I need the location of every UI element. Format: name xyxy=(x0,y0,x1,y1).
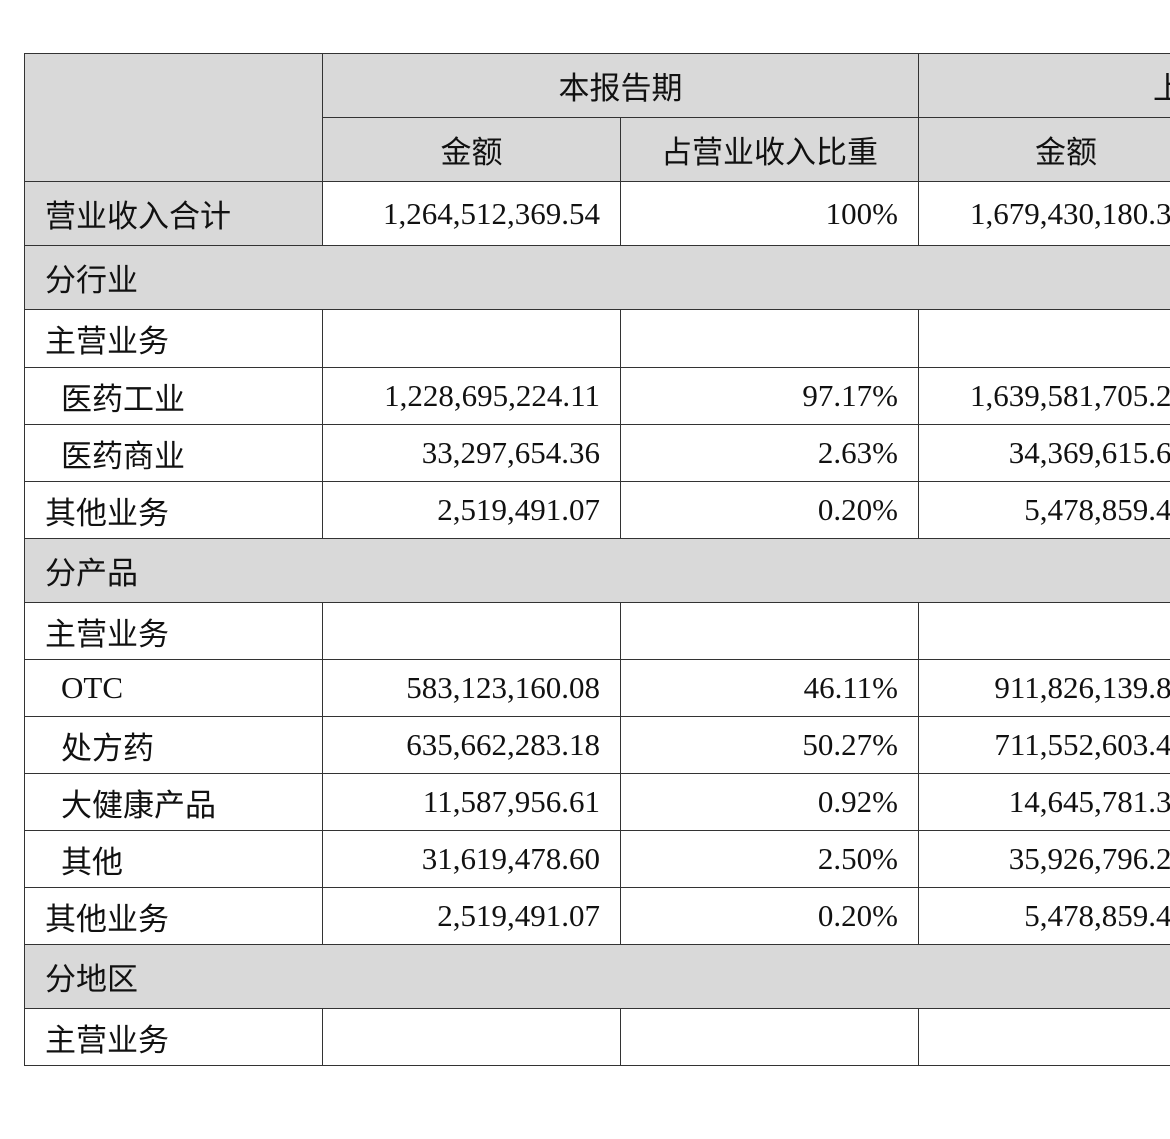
row-label: 其他业务 xyxy=(24,887,323,945)
header-period: 本报告期 xyxy=(322,53,919,118)
ratio: 50.27% xyxy=(620,716,919,774)
ratio: 97.17% xyxy=(620,367,919,425)
header-row: 金额 占营业收入比重 金额 xyxy=(25,117,1170,182)
prev-amount xyxy=(918,309,1170,368)
table-row: 分产品 xyxy=(24,538,1170,603)
amount: 583,123,160.08 xyxy=(322,659,621,717)
ratio: 100% xyxy=(620,181,919,246)
row-label: 其他业务 xyxy=(24,481,323,539)
amount: 11,587,956.61 xyxy=(322,773,621,831)
ratio: 0.20% xyxy=(620,887,919,945)
section-label: 分地区 xyxy=(24,944,1170,1009)
prev-amount: 1,639,581,705.2 xyxy=(918,367,1170,425)
section-label: 分产品 xyxy=(24,538,1170,603)
table-row: 主营业务 xyxy=(24,309,1170,368)
ratio: 0.92% xyxy=(620,773,919,831)
amount: 33,297,654.36 xyxy=(322,424,621,482)
ratio: 2.63% xyxy=(620,424,919,482)
amount xyxy=(322,1008,621,1066)
ratio: 0.20% xyxy=(620,481,919,539)
revenue-table: 本报告期 上 金额 占营业收入比重 金额 营业收入合计1,264,512,369… xyxy=(24,53,1170,1066)
header-col: 金额 xyxy=(918,117,1170,182)
ratio: 46.11% xyxy=(620,659,919,717)
row-label: 医药商业 xyxy=(24,424,323,482)
amount: 31,619,478.60 xyxy=(322,830,621,888)
prev-amount: 34,369,615.6 xyxy=(918,424,1170,482)
amount: 2,519,491.07 xyxy=(322,887,621,945)
prev-amount xyxy=(918,602,1170,660)
prev-amount: 5,478,859.4 xyxy=(918,481,1170,539)
prev-amount: 711,552,603.4 xyxy=(918,716,1170,774)
header-row: 本报告期 上 xyxy=(24,53,1170,182)
table-row: 其他业务 2,519,491.07 0.20% 5,478,859.4 xyxy=(24,481,1170,539)
row-label: 处方药 xyxy=(24,716,323,774)
table-row: 其他 31,619,478.60 2.50% 35,926,796.2 xyxy=(24,830,1170,888)
prev-amount xyxy=(918,1008,1170,1066)
row-label: 主营业务 xyxy=(24,602,323,660)
ratio xyxy=(620,1008,919,1066)
table-row: 分地区 xyxy=(24,944,1170,1009)
table-row: 分行业 xyxy=(24,245,1170,310)
header-blank xyxy=(24,53,323,182)
table-row: 营业收入合计 1,264,512,369.54 100% 1,679,430,180.… xyxy=(24,181,1170,246)
prev-amount: 911,826,139.8 xyxy=(918,659,1170,717)
section-label: 分行业 xyxy=(24,245,1170,310)
row-label: 主营业务 xyxy=(24,1008,323,1066)
amount xyxy=(322,602,621,660)
amount: 1,228,695,224.11 xyxy=(322,367,621,425)
amount: 1,264,512,369.54 xyxy=(322,181,621,246)
prev-amount: 1,679,430,180.3 xyxy=(918,181,1170,246)
ratio xyxy=(620,309,919,368)
ratio xyxy=(620,602,919,660)
table-row: 主营业务 xyxy=(24,1008,1170,1066)
row-label: 其他 xyxy=(24,830,323,888)
table-row: 医药工业 1,228,695,224.11 97.17% 1,639,581,705.… xyxy=(24,367,1170,425)
amount: 2,519,491.07 xyxy=(322,481,621,539)
ratio: 2.50% xyxy=(620,830,919,888)
header-prev-period: 上 xyxy=(918,53,1170,118)
table-row: 处方药 635,662,283.18 50.27% 711,552,603.4 xyxy=(24,716,1170,774)
amount xyxy=(322,309,621,368)
table-row: 大健康产品 11,587,956.61 0.92% 14,645,781.3 xyxy=(24,773,1170,831)
prev-amount: 35,926,796.2 xyxy=(918,830,1170,888)
amount: 635,662,283.18 xyxy=(322,716,621,774)
row-label: 营业收入合计 xyxy=(24,181,323,246)
table-row: 医药商业 33,297,654.36 2.63% 34,369,615.6 xyxy=(24,424,1170,482)
row-label: 主营业务 xyxy=(24,309,323,368)
row-label: 医药工业 xyxy=(24,367,323,425)
row-label: 大健康产品 xyxy=(24,773,323,831)
table-row: OTC 583,123,160.08 46.11% 911,826,139.8 xyxy=(24,659,1170,717)
table-row: 主营业务 xyxy=(24,602,1170,660)
table-container: 本报告期 上 金额 占营业收入比重 金额 营业收入合计1,264,512,369… xyxy=(24,53,1170,1066)
header-col: 金额 xyxy=(322,117,621,182)
prev-amount: 14,645,781.3 xyxy=(918,773,1170,831)
header-col: 占营业收入比重 xyxy=(620,117,919,182)
prev-amount: 5,478,859.4 xyxy=(918,887,1170,945)
table-body: 本报告期 上 金额 占营业收入比重 金额 营业收入合计1,264,512,369… xyxy=(24,53,1170,1066)
row-label: OTC xyxy=(24,659,323,717)
table-row: 其他业务 2,519,491.07 0.20% 5,478,859.4 xyxy=(24,887,1170,945)
